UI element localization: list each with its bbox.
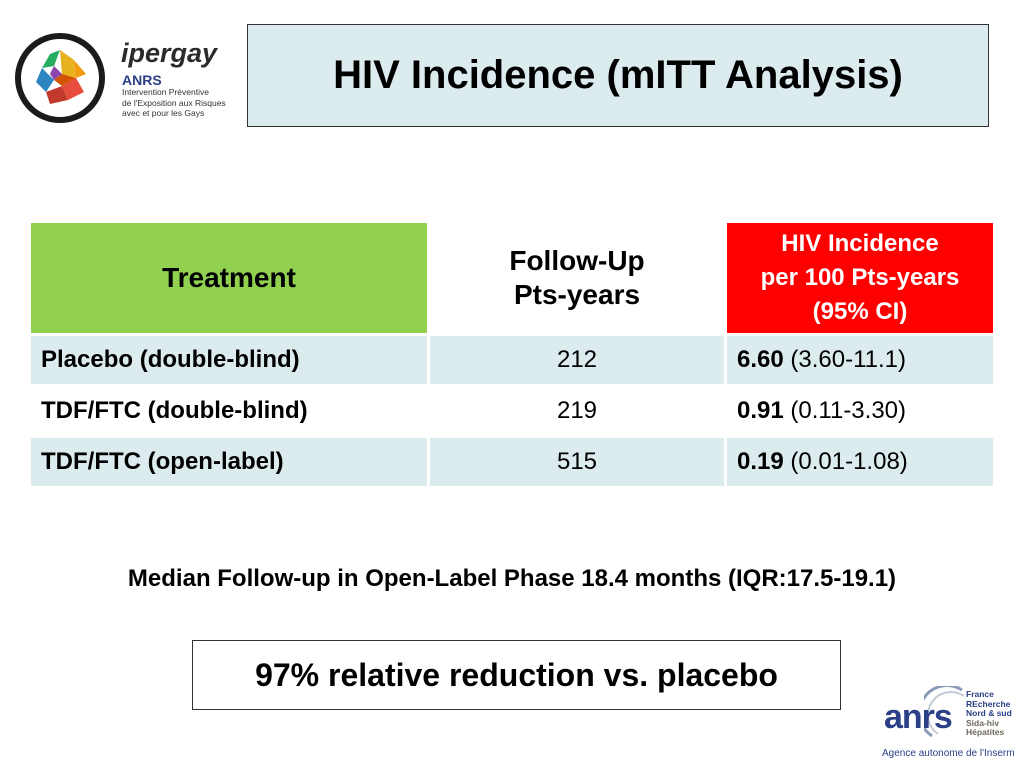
anrs-line: REcherche	[966, 698, 1011, 709]
incidence-value: 0.91	[737, 397, 784, 424]
anrs-agency-text: Agence autonome de l'Inserm	[882, 748, 1015, 759]
ipergay-brand-text: ipergay	[121, 38, 218, 68]
reduction-callout: 97% relative reduction vs. placebo	[192, 640, 841, 710]
incidence-ci: (0.11-3.30)	[790, 397, 907, 424]
incidence-header-line: (95% CI)	[812, 298, 908, 325]
incidence-cell: 0.91 (0.11-3.30)	[724, 384, 996, 438]
slide-title: HIV Incidence (mITT Analysis)	[247, 24, 989, 127]
table-row: TDF/FTC (open-label) 515 0.19 (0.01-1.08…	[28, 435, 996, 489]
incidence-ci: (3.60-11.1)	[790, 346, 907, 373]
treatment-header: Treatment	[28, 220, 430, 336]
ipergay-subtitle: Intervention Préventive de l'Exposition …	[122, 87, 232, 119]
followup-cell: 515	[427, 435, 727, 489]
treatment-cell: TDF/FTC (open-label)	[28, 435, 430, 489]
table-row: Placebo (double-blind) 212 6.60 (3.60-11…	[28, 333, 996, 387]
incidence-value: 0.19	[737, 448, 784, 475]
anrs-text-block: France REcherche Nord & sud Sida-hiv Hép…	[966, 689, 1012, 738]
treatment-cell: Placebo (double-blind)	[28, 333, 430, 387]
median-followup-note: Median Follow-up in Open-Label Phase 18.…	[127, 565, 897, 592]
incidence-value: 6.60	[737, 346, 784, 373]
anrs-mark: anrs	[884, 698, 953, 736]
incidence-header: HIV Incidence per 100 Pts-years (95% CI)	[724, 220, 996, 336]
anrs-arc-icon	[924, 686, 965, 738]
ipergay-logo: ipergay ANRS Intervention Préventive de …	[14, 30, 226, 125]
ipergay-subtitle-line: Intervention Préventive	[122, 87, 209, 97]
ipergay-org-text: ANRS	[122, 72, 162, 88]
incidence-header-line: per 100 Pts-years	[760, 264, 960, 291]
ipergay-subtitle-line: de l'Exposition aux Risques	[122, 97, 226, 108]
followup-header-line: Pts-years	[513, 279, 641, 310]
incidence-header-line: HIV Incidence	[781, 230, 939, 257]
ipergay-subtitle-line: avec et pour les Gays	[122, 108, 205, 118]
followup-header-line: Follow-Up	[509, 245, 645, 276]
anrs-line: Nord & sud	[966, 708, 1012, 718]
incidence-table: Treatment Follow-Up Pts-years HIV Incide…	[28, 220, 996, 489]
anrs-line: France	[966, 689, 994, 699]
ipergay-logo-icon	[15, 33, 105, 123]
treatment-cell: TDF/FTC (double-blind)	[28, 384, 430, 438]
table-row: TDF/FTC (double-blind) 219 0.91 (0.11-3.…	[28, 384, 996, 438]
followup-cell: 219	[427, 384, 727, 438]
anrs-logo: anrs France REcherche Nord & sud Sida-hi…	[880, 686, 1020, 762]
anrs-line: Hépatites	[966, 727, 1005, 737]
incidence-cell: 6.60 (3.60-11.1)	[724, 333, 996, 387]
table-header-row: Treatment Follow-Up Pts-years HIV Incide…	[28, 220, 996, 336]
incidence-ci: (0.01-1.08)	[790, 448, 908, 475]
incidence-cell: 0.19 (0.01-1.08)	[724, 435, 996, 489]
anrs-line: Sida-hiv	[966, 717, 1000, 728]
followup-cell: 212	[427, 333, 727, 387]
followup-header: Follow-Up Pts-years	[427, 220, 727, 336]
